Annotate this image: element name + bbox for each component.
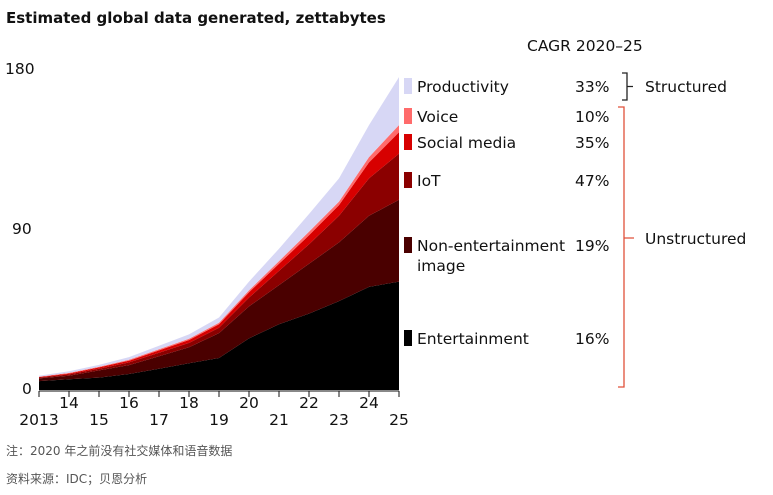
group-label-unstructured: Unstructured bbox=[645, 230, 746, 248]
x-tick-label: 14 bbox=[59, 394, 79, 412]
legend-label-productivity: Productivity bbox=[417, 78, 509, 96]
x-tick-label: 21 bbox=[269, 411, 289, 429]
legend-swatch-social-media bbox=[404, 134, 412, 150]
area-non-entertainment-image bbox=[39, 199, 399, 382]
unstructured-bracket bbox=[618, 106, 634, 388]
legend-label-voice: Voice bbox=[417, 108, 458, 126]
area-layers bbox=[39, 77, 399, 390]
legend-swatch-productivity bbox=[404, 78, 412, 94]
group-label-structured: Structured bbox=[645, 78, 727, 96]
legend-label-non-entertainment-image: Non-entertainment bbox=[417, 237, 565, 255]
legend-label-non-entertainment-image: image bbox=[417, 257, 465, 275]
cagr-value-social-media: 35% bbox=[575, 134, 609, 152]
cagr-header: CAGR 2020–25 bbox=[527, 37, 643, 55]
x-tick-label: 17 bbox=[149, 411, 169, 429]
legend-label-entertainment: Entertainment bbox=[417, 330, 529, 348]
legend-label-social-media: Social media bbox=[417, 134, 516, 152]
x-tick-label: 16 bbox=[119, 394, 139, 412]
cagr-value-iot: 47% bbox=[575, 172, 609, 190]
x-tick-label: 2013 bbox=[19, 411, 58, 429]
chart-title: Estimated global data generated, zettaby… bbox=[6, 9, 386, 27]
legend-swatch-non-entertainment-image bbox=[404, 237, 412, 253]
y-tick-label: 90 bbox=[12, 220, 32, 238]
x-tick-label: 20 bbox=[239, 394, 259, 412]
legend-swatch-iot bbox=[404, 172, 412, 188]
legend-swatch-voice bbox=[404, 108, 412, 124]
x-tick-label: 23 bbox=[329, 411, 349, 429]
x-tick-label: 18 bbox=[179, 394, 199, 412]
source-note: 资料来源：IDC；贝恩分析 bbox=[6, 472, 147, 486]
footnote: 注：2020 年之前没有社交媒体和语音数据 bbox=[6, 443, 232, 458]
legend-label-iot: IoT bbox=[417, 172, 441, 190]
y-tick-label: 180 bbox=[5, 60, 35, 78]
x-tick-label: 15 bbox=[89, 411, 109, 429]
cagr-value-voice: 10% bbox=[575, 108, 609, 126]
area-entertainment bbox=[39, 281, 399, 390]
x-tick-label: 24 bbox=[359, 394, 379, 412]
x-tick-label: 25 bbox=[389, 411, 409, 429]
legend-swatch-entertainment bbox=[404, 330, 412, 346]
structured-bracket bbox=[622, 72, 633, 101]
cagr-value-entertainment: 16% bbox=[575, 330, 609, 348]
x-tick-label: 19 bbox=[209, 411, 229, 429]
x-tick-label: 22 bbox=[299, 394, 319, 412]
y-tick-label: 0 bbox=[22, 380, 32, 398]
cagr-value-non-entertainment-image: 19% bbox=[575, 237, 609, 255]
legend: Entertainment 16% Non-entertainment image 19… bbox=[404, 78, 609, 348]
cagr-value-productivity: 33% bbox=[575, 78, 609, 96]
